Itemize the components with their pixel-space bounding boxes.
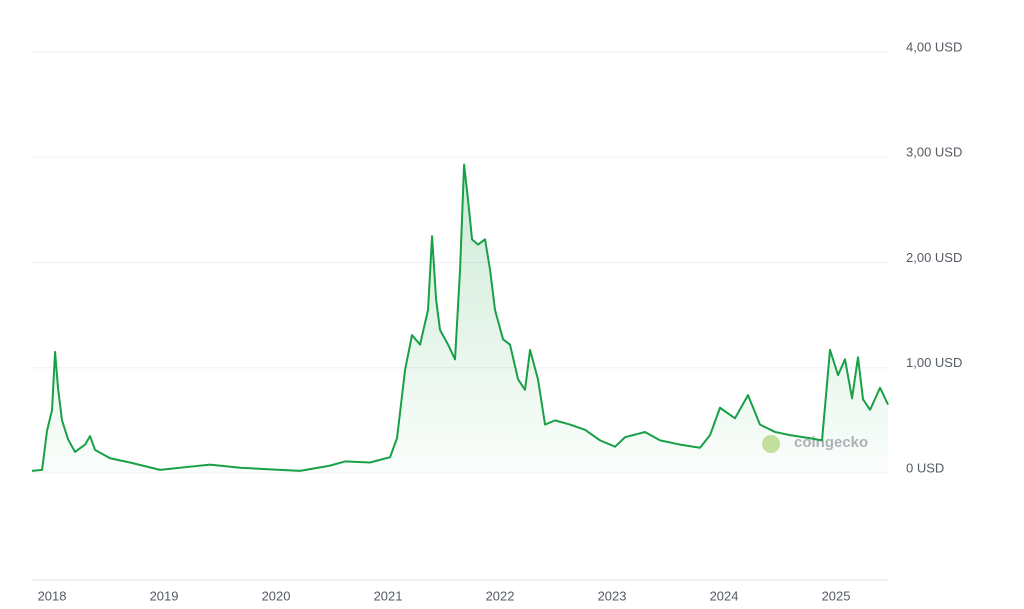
area [32,164,888,473]
y-tick-label: 0 USD [906,460,944,475]
x-tick-label: 2024 [710,588,739,603]
y-tick-label: 4,00 USD [906,39,962,54]
x-tick-label: 2020 [262,588,291,603]
x-tick-label: 2022 [486,588,515,603]
y-tick-label: 1,00 USD [906,355,962,370]
x-tick-label: 2023 [598,588,627,603]
x-tick-label: 2019 [150,588,179,603]
y-tick-label: 2,00 USD [906,250,962,265]
price-line [31,163,889,472]
x-tick-label: 2018 [38,588,67,603]
x-tick-label: 2025 [822,588,851,603]
x-tick-label: 2021 [374,588,403,603]
watermark-logo [762,435,780,453]
y-tick-label: 3,00 USD [906,145,962,160]
